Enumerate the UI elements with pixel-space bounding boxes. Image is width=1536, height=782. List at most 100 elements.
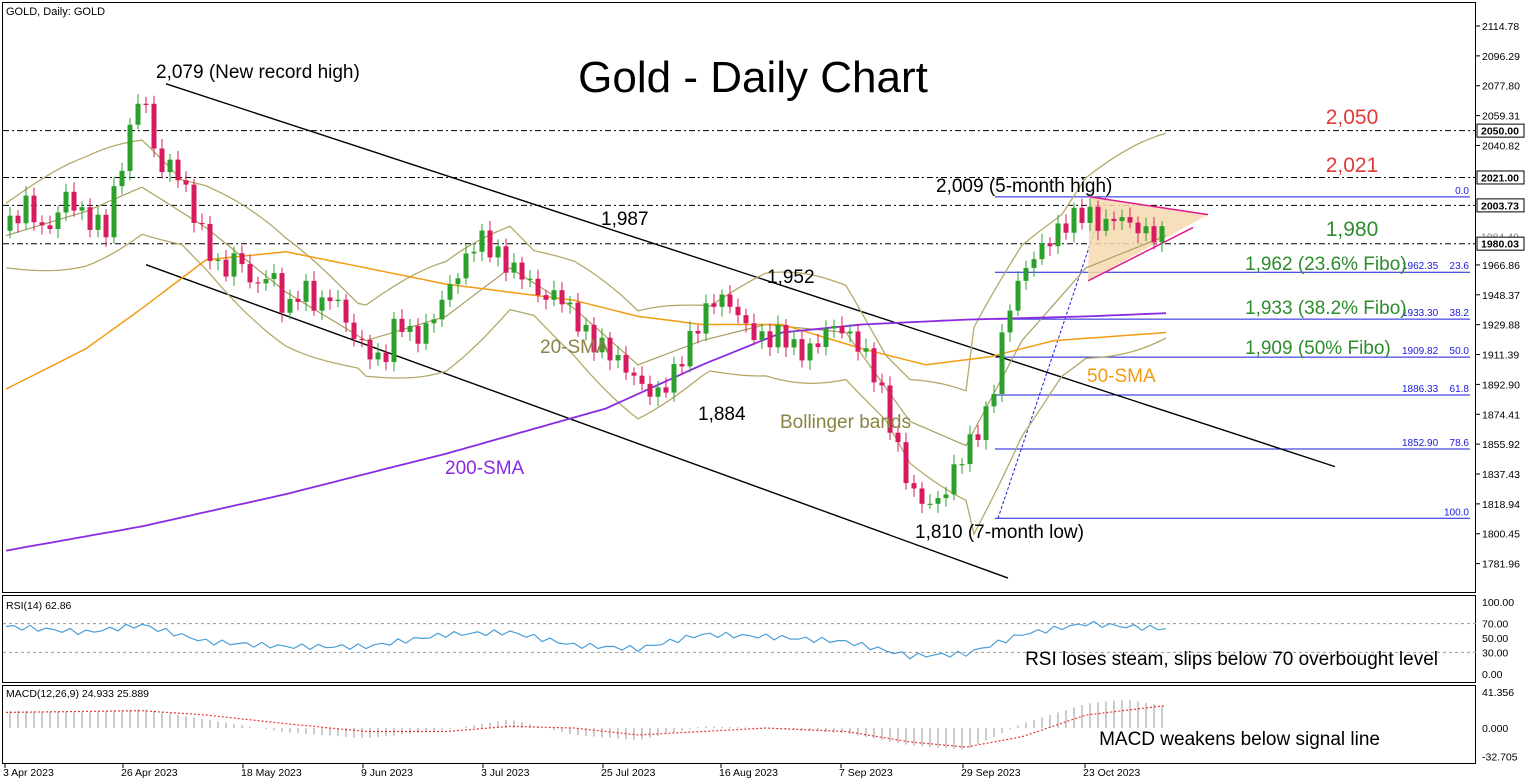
candle-body — [743, 315, 749, 324]
fibo-price-5: 1852.90 — [1402, 438, 1439, 449]
candle-body — [351, 322, 357, 339]
fibo-50-label: 1,909 (50% Fibo) — [1245, 338, 1391, 359]
sma20-label: 20-SMA — [540, 337, 609, 358]
candle-body — [887, 385, 893, 433]
date-label-0: 3 Apr 2023 — [3, 767, 54, 779]
candle-body — [919, 488, 925, 504]
channel-upper-line — [165, 83, 1336, 468]
price-tick-label-0: 2114.78 — [1482, 21, 1519, 33]
candle-body — [407, 325, 413, 332]
candle-body — [263, 279, 269, 284]
price-tick-label-3: 2059.31 — [1482, 111, 1520, 123]
candle-body — [271, 273, 277, 280]
fibonacci-retracement: 0.0 23.6 1962.35 38.2 1933.30 50.0 1909.82 61.8… — [995, 186, 1470, 519]
candle-body — [279, 273, 285, 313]
candle-body — [527, 278, 533, 280]
candle-body — [455, 278, 461, 285]
candle-body — [911, 483, 917, 489]
chart-title: Gold - Daily Chart — [578, 53, 928, 102]
candle-body — [799, 339, 805, 361]
candle-body — [111, 186, 117, 238]
candle-body — [1127, 217, 1133, 223]
price-tag-2: 2003.73 — [1481, 200, 1519, 212]
candle-body — [991, 393, 997, 407]
candle-body — [711, 303, 717, 307]
candle-body — [567, 302, 573, 305]
symmetrical-triangle — [1087, 196, 1209, 282]
price-tick-label-8: 1911.39 — [1482, 350, 1519, 362]
price-tag-box-2 — [1476, 198, 1525, 213]
candle-body — [1143, 226, 1149, 234]
candle-body — [983, 406, 989, 440]
rsi-tick-2: 50.00 — [1482, 633, 1508, 645]
candle-body — [695, 330, 701, 334]
candle-body — [903, 442, 909, 484]
candle-body — [423, 323, 429, 344]
candle-body — [959, 464, 965, 466]
sma200-label: 200-SMA — [445, 458, 525, 479]
candle-body — [295, 298, 301, 302]
macd-label: MACD(12,26,9) 24.933 25.889 — [6, 688, 149, 700]
fibo-ratio-3: 50.0 — [1450, 346, 1470, 357]
candle-body — [119, 170, 125, 187]
candle-body — [855, 331, 861, 352]
candle-body — [151, 103, 157, 149]
macd-panel: 41.356 0.000 -32.705 MACD(12,26,9) 24.933 2… — [5, 687, 1518, 763]
sma50-label: 50-SMA — [1087, 366, 1156, 387]
bollinger-label: Bollinger bands — [780, 412, 911, 433]
candle-body — [247, 264, 253, 283]
candle-body — [1095, 206, 1101, 231]
candle-body — [95, 214, 101, 230]
date-label-3: 9 Jun 2023 — [361, 767, 413, 779]
price-tick-label-11: 1855.92 — [1482, 439, 1520, 451]
rsi-tick-1: 70.00 — [1482, 619, 1508, 631]
triangle-fill — [1088, 196, 1208, 281]
price-axis: 2114.78 2096.29 2077.80 2059.31 2040.82 1966.… — [1476, 21, 1520, 571]
price-tick-label-2: 2077.80 — [1482, 81, 1520, 93]
candle-body — [1103, 218, 1109, 231]
candle-body — [287, 298, 293, 313]
candle-body — [479, 230, 485, 252]
candle-body — [375, 352, 381, 360]
candle-body — [631, 372, 637, 376]
price-tick-label-1: 2096.29 — [1482, 51, 1520, 63]
candle-body — [591, 324, 597, 353]
candle-body — [767, 331, 773, 348]
candle-body — [1063, 223, 1069, 233]
candle-body — [1079, 207, 1085, 223]
candle-body — [1119, 217, 1125, 222]
candle-body — [399, 318, 405, 332]
fibo-price-1: 1962.35 — [1402, 261, 1439, 272]
candle-body — [255, 282, 261, 284]
candle-body — [879, 382, 885, 386]
candle-body — [759, 331, 765, 341]
price-tag-1: 2021.00 — [1481, 172, 1519, 184]
candle-body — [847, 331, 853, 334]
fibo-price-2: 1933.30 — [1402, 308, 1439, 319]
candle-body — [231, 253, 237, 277]
price-tick-label-15: 1781.96 — [1482, 559, 1520, 571]
seven-month-low-label: 1,810 (7-month low) — [915, 522, 1084, 543]
candle-body — [703, 303, 709, 334]
level-1884-label: 1,884 — [698, 404, 746, 425]
price-tick-label-4: 2040.82 — [1482, 140, 1520, 152]
price-tick-label-7: 1929.88 — [1482, 320, 1520, 332]
fibo-236-label: 1,962 (23.6% Fibo) — [1245, 254, 1407, 275]
candle-body — [343, 299, 349, 323]
candlesticks — [7, 94, 1165, 514]
candle-body — [1023, 267, 1029, 281]
candle-body — [199, 222, 205, 225]
triangle-lower-edge — [1087, 226, 1194, 282]
candle-body — [183, 180, 189, 185]
rsi-line — [5, 620, 1167, 660]
candle-body — [383, 352, 389, 363]
sma50-line — [5, 251, 1167, 390]
candle-body — [471, 251, 477, 254]
candle-body — [535, 278, 541, 296]
candle-body — [1047, 243, 1053, 247]
candle-body — [71, 191, 77, 211]
fibo-ratio-2: 38.2 — [1450, 308, 1470, 319]
candle-body — [975, 434, 981, 440]
candle-body — [335, 299, 341, 302]
